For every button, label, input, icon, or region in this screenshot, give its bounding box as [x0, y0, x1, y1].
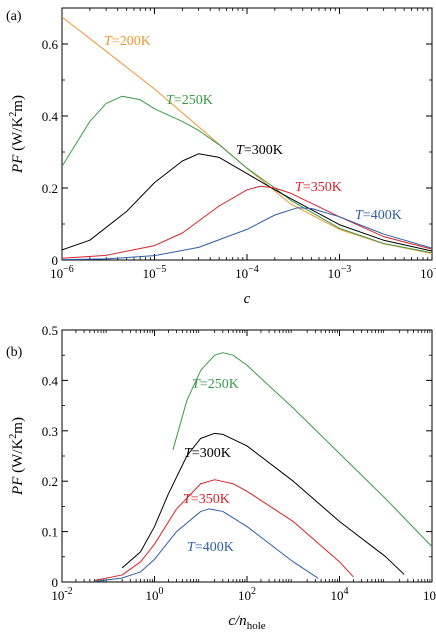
y-tick-label: 0.3	[42, 424, 58, 439]
series-label: T=350K	[183, 492, 230, 507]
y-tick-label: 0.4	[42, 373, 59, 388]
x-tick-label: 10−6	[50, 264, 74, 281]
x-tick-label: 104	[331, 586, 349, 603]
series-label: T=400K	[187, 540, 234, 555]
series-label: T=300K	[236, 143, 283, 158]
y-tick-label: 0	[52, 253, 59, 268]
series-line	[172, 352, 432, 548]
x-tick-label: 10-2	[51, 586, 72, 603]
series-label: T=350K	[295, 180, 342, 195]
x-tick-label: 106	[423, 586, 436, 603]
x-tick-label: 102	[238, 586, 256, 603]
x-axis-label: c/nhole	[228, 613, 265, 632]
plot-frame	[61, 329, 433, 583]
series-label: T=300K	[184, 446, 231, 461]
series-label: T=250K	[166, 93, 213, 108]
series-line	[94, 508, 319, 582]
y-tick-label: 0.2	[42, 474, 58, 489]
x-tick-label: 10−4	[235, 264, 259, 281]
y-axis-label: PF (W/K2m)	[8, 417, 26, 496]
y-axis-label: PF (W/K2m)	[8, 95, 26, 174]
y-tick-label: 0.6	[42, 37, 59, 52]
panel-a: 10−6 10−5 10−4 10−3 10−2 0 0.2 0.4 0.6 T=200K T=25…	[6, 7, 436, 307]
y-tick-label: 0.5	[42, 323, 58, 338]
x-axis-label: c	[244, 291, 251, 307]
series-label: T=400K	[355, 208, 402, 223]
series-line	[94, 479, 354, 581]
series-line	[62, 153, 432, 252]
panel-label: (a)	[6, 9, 22, 24]
x-tick-label: 10−2	[420, 264, 436, 281]
series-label: T=250K	[192, 377, 239, 392]
x-tick-label: 10−3	[328, 264, 352, 281]
series-line	[62, 207, 432, 260]
y-tick-label: 0	[52, 575, 59, 590]
panel-label: (b)	[6, 345, 23, 360]
panel-b: 10-2 100 102 104 106 0 0.1 0.2 0.3 0.4 0.5 T=250K T=…	[6, 323, 436, 632]
x-tick-label: 100	[146, 586, 164, 603]
y-tick-label: 0.4	[42, 109, 59, 124]
series-line	[62, 95, 432, 254]
series-line	[121, 432, 405, 575]
series-label: T=200K	[104, 34, 151, 49]
y-tick-label: 0.2	[42, 181, 58, 196]
y-tick-label: 0.1	[42, 525, 58, 540]
x-tick-label: 10−5	[143, 264, 167, 281]
